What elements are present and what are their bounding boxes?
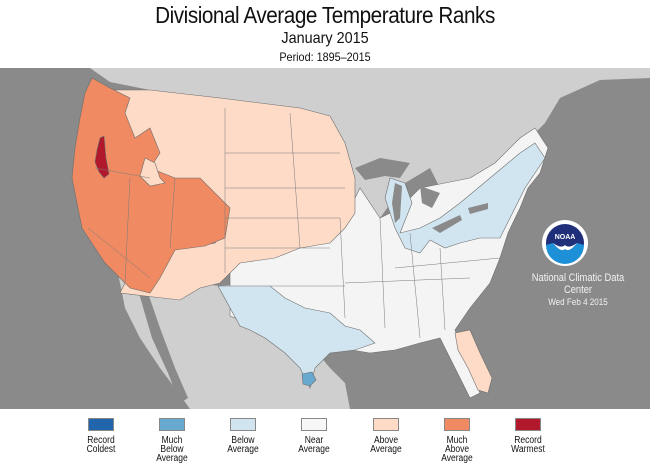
lake-erie [432, 215, 462, 233]
us-temperature-rank-map [0, 68, 650, 409]
legend-item-record-warmest: Record Warmest [493, 418, 563, 455]
legend-item-record-coldest: Record Coldest [66, 418, 136, 455]
issue-date: Wed Feb 4 2015 [548, 297, 608, 308]
legend-swatch [301, 418, 327, 431]
lake-huron [420, 186, 440, 208]
legend-swatch [159, 418, 185, 431]
canada-land [90, 68, 650, 218]
legend-swatch [230, 418, 256, 431]
noaa-logo-text: NOAA [555, 234, 576, 241]
region-below-average-texas [217, 285, 376, 389]
legend-item-near-average: Near Average [279, 418, 349, 455]
legend-label-line: Coldest [86, 444, 116, 455]
legend-label-line: Near [304, 435, 324, 446]
period-label: Period: 1895–2015 [279, 50, 371, 64]
legend-label-line: Much [161, 435, 183, 446]
legend-item-much-below-average: Much Below Average [137, 418, 207, 464]
legend-label-line: Average [227, 444, 259, 455]
lake-superior [355, 158, 410, 180]
credit-block: National Climatic Data Center Wed Feb 4 … [508, 272, 648, 308]
legend-label-line: Average [370, 444, 402, 455]
legend-label-line: Much [446, 435, 468, 446]
legend-label-line: Average [441, 453, 473, 464]
legend: Record Coldest Much Below Average Below Aver… [0, 418, 650, 475]
legend-label-line: Below [231, 435, 255, 446]
map-title: Divisional Average Temperature Ranks [155, 2, 495, 28]
map-subtitle: January 2015 [281, 30, 369, 47]
noaa-logo-icon: NOAA [542, 220, 588, 266]
legend-label-line: Average [298, 444, 330, 455]
legend-label-line: Record [514, 435, 542, 446]
lake-michigan [392, 183, 402, 223]
legend-label-line: Record [87, 435, 115, 446]
legend-item-much-above-average: Much Above Average [422, 418, 492, 464]
region-record-warmest [94, 135, 110, 179]
region-above-average-florida [454, 329, 493, 394]
region-below-average-northeast [384, 142, 546, 254]
legend-swatch [88, 418, 114, 431]
region-much-below-average [301, 371, 317, 387]
legend-swatch [515, 418, 541, 431]
legend-swatch [373, 418, 399, 431]
state-borders [87, 108, 501, 339]
legend-item-below-average: Below Average [208, 418, 278, 455]
legend-swatch [444, 418, 470, 431]
lake-ontario [468, 203, 488, 214]
gulf-of-california [138, 290, 188, 403]
legend-label-line: Warmest [511, 444, 545, 455]
organization-name: National Climatic Data Center [531, 272, 625, 296]
legend-label-line: Above [373, 435, 399, 446]
legend-label-line: Average [156, 453, 188, 464]
legend-item-above-average: Above Average [351, 418, 421, 455]
legend-label-line: Above [444, 444, 470, 455]
legend-label-line: Below [160, 444, 184, 455]
